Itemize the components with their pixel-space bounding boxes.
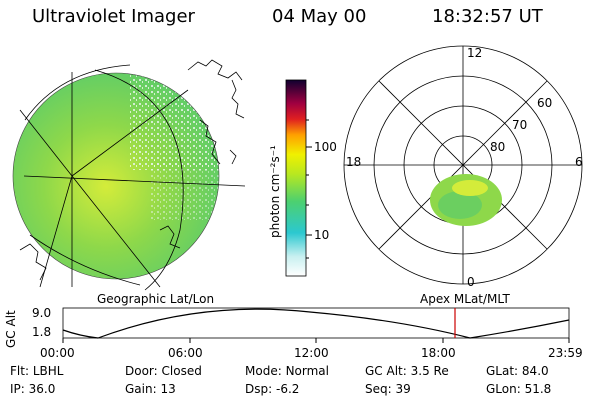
status-gc-alt: GC Alt: 3.5 Re: [365, 364, 449, 378]
instrument-title: Ultraviolet Imager: [32, 6, 195, 27]
polar-ring-80: 80: [490, 140, 506, 154]
timeline-xtick-2359: 23:59: [548, 346, 583, 360]
polar-label-6: 6: [575, 155, 583, 169]
polar-plot: [343, 45, 583, 285]
status-dsp: Dsp: -6.2: [245, 382, 300, 396]
polar-ring-60: 60: [537, 96, 553, 110]
polar-ring-70: 70: [512, 118, 528, 132]
timeline-plot: [62, 307, 570, 343]
status-glon: GLon: 51.8: [486, 382, 552, 396]
colorbar: [285, 79, 312, 277]
status-flt: Flt: LBHL: [10, 364, 64, 378]
date-label: 04 May 00: [272, 6, 367, 27]
colorbar-unit-label: photon cm⁻²s⁻¹: [268, 145, 282, 238]
timeline-right-label: Apex MLat/MLT: [420, 292, 510, 306]
status-seq: Seq: 39: [365, 382, 411, 396]
timeline-ytick-1-8: 1.8: [32, 325, 52, 339]
status-ip: IP: 36.0: [10, 382, 56, 396]
time-label: 18:32:57 UT: [432, 6, 543, 27]
timeline-xtick-1800: 18:00: [421, 346, 456, 360]
timeline-xtick-0600: 06:00: [168, 346, 203, 360]
status-glat: GLat: 84.0: [486, 364, 549, 378]
timeline-axis-name: GC Alt: [4, 310, 18, 348]
colorbar-tick-100: 100: [314, 140, 337, 154]
earth-image: [12, 59, 246, 291]
status-door: Door: Closed: [125, 364, 202, 378]
polar-label-0: 0: [467, 275, 475, 289]
status-mode: Mode: Normal: [245, 364, 329, 378]
timeline-xtick-0000: 00:00: [40, 346, 75, 360]
polar-label-18: 18: [346, 155, 362, 169]
timeline-left-label: Geographic Lat/Lon: [97, 292, 215, 306]
polar-label-12: 12: [467, 46, 483, 60]
timeline-ytick-9: 9.0: [32, 306, 52, 320]
timeline-xtick-1200: 12:00: [294, 346, 329, 360]
colorbar-tick-10: 10: [314, 228, 330, 242]
status-gain: Gain: 13: [125, 382, 176, 396]
